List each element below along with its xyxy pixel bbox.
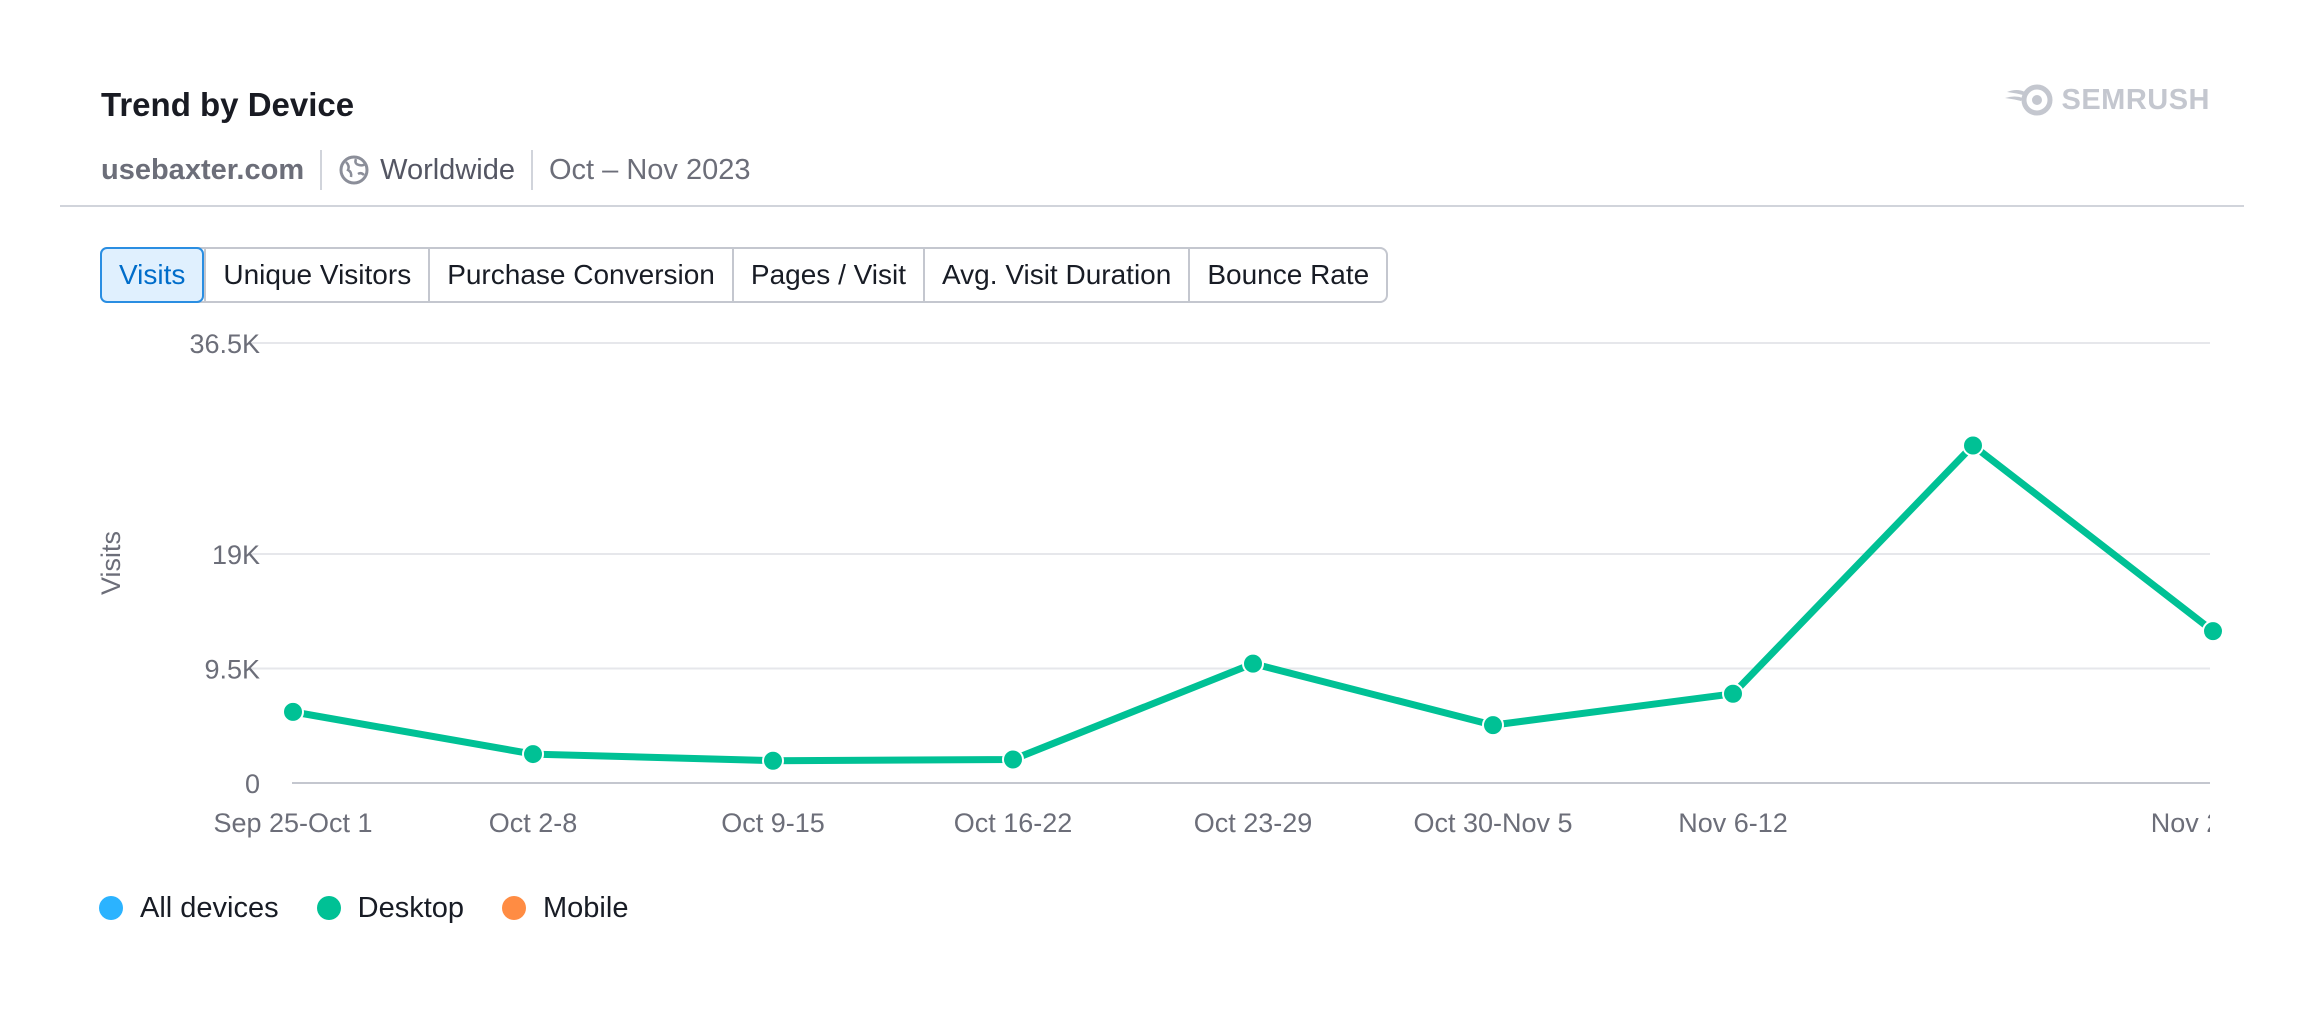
- header-divider: [60, 205, 2244, 207]
- legend-label: All devices: [140, 891, 279, 924]
- legend-dot: [502, 896, 527, 920]
- legend-item-desktop[interactable]: Desktop: [316, 891, 465, 925]
- x-tick-label: Oct 30-Nov 5: [1413, 808, 1572, 838]
- period-label: Oct – Nov 2023: [548, 153, 751, 186]
- data-point[interactable]: [1482, 714, 1504, 737]
- x-tick-label: Oct 2-8: [489, 808, 578, 838]
- legend-label: Mobile: [543, 891, 629, 924]
- legend-item-all-devices[interactable]: All devices: [99, 892, 279, 925]
- tab-purchase-conversion[interactable]: Purchase Conversion: [428, 249, 732, 301]
- region-label: Worldwide: [380, 153, 515, 186]
- data-point[interactable]: [762, 749, 784, 772]
- y-tick-label: 9.5K: [204, 654, 260, 684]
- y-tick-label: 19K: [212, 540, 260, 570]
- legend-item-mobile[interactable]: Mobile: [502, 892, 628, 925]
- x-tick-label: Nov 6-12: [1678, 808, 1788, 838]
- y-tick-label: 0: [245, 769, 260, 799]
- domain-label: usebaxter.com: [101, 153, 305, 186]
- tab-bounce-rate[interactable]: Bounce Rate: [1188, 249, 1386, 301]
- y-axis-label: Visits: [96, 531, 126, 595]
- data-point[interactable]: [1722, 682, 1744, 705]
- trend-chart: 0 9.5K 19K 36.5K Visits Sep 25-Oct 1 Oct 2-8 Oc…: [96, 329, 2276, 838]
- region-selector[interactable]: Worldwide: [338, 154, 515, 187]
- data-point[interactable]: [2202, 620, 2224, 643]
- legend-label: Desktop: [357, 891, 465, 924]
- data-point[interactable]: [1962, 434, 1984, 457]
- series-line-desktop: [289, 441, 2217, 765]
- x-tick-label: Sep 25-Oct 1: [213, 808, 372, 838]
- metric-tabs: Visits Unique Visitors Purchase Conversion…: [100, 247, 1389, 303]
- globe-icon: [339, 155, 369, 185]
- tab-avg-visit-duration[interactable]: Avg. Visit Duration: [923, 249, 1188, 301]
- chart-legend: All devices Desktop Mobile: [99, 888, 628, 928]
- y-tick-label: 36.5K: [189, 329, 260, 359]
- legend-dot: [99, 896, 123, 920]
- semrush-fire-icon: [2005, 84, 2053, 116]
- report-meta: usebaxter.com Worldwide Oct – Nov 2023: [101, 148, 750, 192]
- data-point[interactable]: [1002, 748, 1024, 771]
- tab-pages-visit[interactable]: Pages / Visit: [731, 249, 923, 301]
- tab-unique-visitors[interactable]: Unique Visitors: [204, 249, 428, 301]
- data-point[interactable]: [522, 743, 544, 766]
- chart-title: Trend by Device: [101, 86, 355, 123]
- x-tick-label: Oct 9-15: [721, 808, 825, 838]
- meta-separator: [530, 150, 533, 190]
- x-tick-label: Oct 23-29: [1194, 808, 1313, 838]
- logo-text: SEMRUSH: [2061, 83, 2210, 116]
- legend-dot: [316, 896, 341, 920]
- x-tick-label: Oct 16-22: [954, 808, 1073, 838]
- meta-separator: [320, 150, 323, 190]
- data-point[interactable]: [282, 700, 304, 723]
- x-tick-label: Nov 20-26: [2151, 808, 2276, 838]
- data-point[interactable]: [1242, 652, 1264, 675]
- semrush-logo: SEMRUSH: [2003, 82, 2210, 118]
- tab-visits[interactable]: Visits: [100, 247, 205, 303]
